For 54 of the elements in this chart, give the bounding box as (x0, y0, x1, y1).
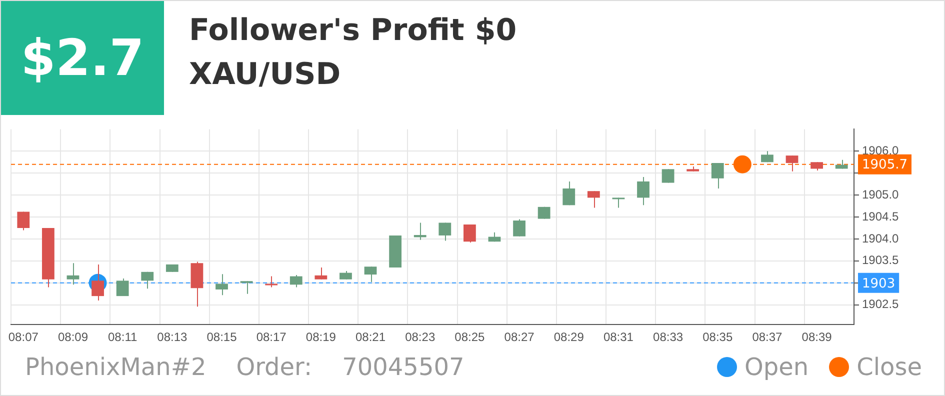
x-tick-label: 08:27 (504, 330, 535, 344)
candlestick (116, 278, 129, 297)
legend-label: Close (856, 353, 922, 381)
candlestick (562, 180, 576, 206)
y-tick-label: 1905.0 (862, 187, 900, 202)
text: 70045507 (342, 353, 464, 381)
x-tick-label: 08:15 (206, 330, 238, 344)
text: $2.7 (1, 1, 164, 115)
legend-label: Open (744, 353, 809, 381)
candlestick (786, 155, 798, 172)
x-tick-label: 08:19 (306, 330, 336, 344)
candlestick (17, 211, 30, 231)
x-tick-label: 08:37 (752, 330, 783, 344)
y-tick-label: 1906.0 (862, 143, 900, 158)
candlestick (240, 280, 253, 294)
candlestick (711, 162, 724, 189)
candlestick (66, 262, 80, 286)
ref-line-label: 1905.7 (862, 158, 908, 173)
x-tick-label: 08:23 (405, 330, 436, 344)
text: Order: (236, 353, 312, 381)
candlestick (414, 222, 426, 240)
candlestick (637, 176, 650, 206)
candlestick (290, 274, 302, 288)
x-tick-label: 08:39 (802, 330, 832, 344)
candlestick (587, 190, 600, 208)
text: PhoenixMan#2 (25, 353, 206, 381)
x-tick-label: 08:29 (554, 330, 584, 344)
candlestick (612, 197, 625, 208)
candlestick (141, 271, 154, 290)
y-tick-label: 1904.0 (862, 231, 900, 246)
candlestick (513, 218, 526, 237)
y-tick-label: 1902.5 (862, 297, 900, 312)
x-tick-label: 08:25 (454, 330, 486, 344)
candlestick (216, 274, 228, 296)
x-tick-label: 08:35 (702, 330, 733, 344)
x-tick-label: 08:33 (653, 330, 684, 344)
x-tick-label: 08:07 (8, 330, 39, 344)
x-tick-label: 08:31 (603, 330, 634, 344)
x-tick-label: 08:11 (108, 330, 138, 344)
candlestick (265, 276, 278, 288)
ref-line-label: 1903 (862, 276, 896, 292)
candlestick (662, 168, 674, 184)
candlestick (438, 222, 452, 242)
x-tick-label: 08:21 (356, 330, 386, 344)
candlestick (364, 266, 377, 283)
x-tick-label: 08:13 (157, 330, 188, 344)
candlestick (314, 267, 328, 280)
candlestick (463, 224, 476, 243)
x-tick-label: 08:17 (256, 330, 287, 344)
y-tick-label: 1904.5 (862, 209, 900, 224)
x-tick-label: 08:09 (58, 330, 88, 344)
y-tick-label: 1903.5 (862, 253, 900, 268)
chart-title: Follower's Profit $0 (189, 13, 517, 48)
chart-subtitle: XAU/USD (189, 57, 341, 92)
